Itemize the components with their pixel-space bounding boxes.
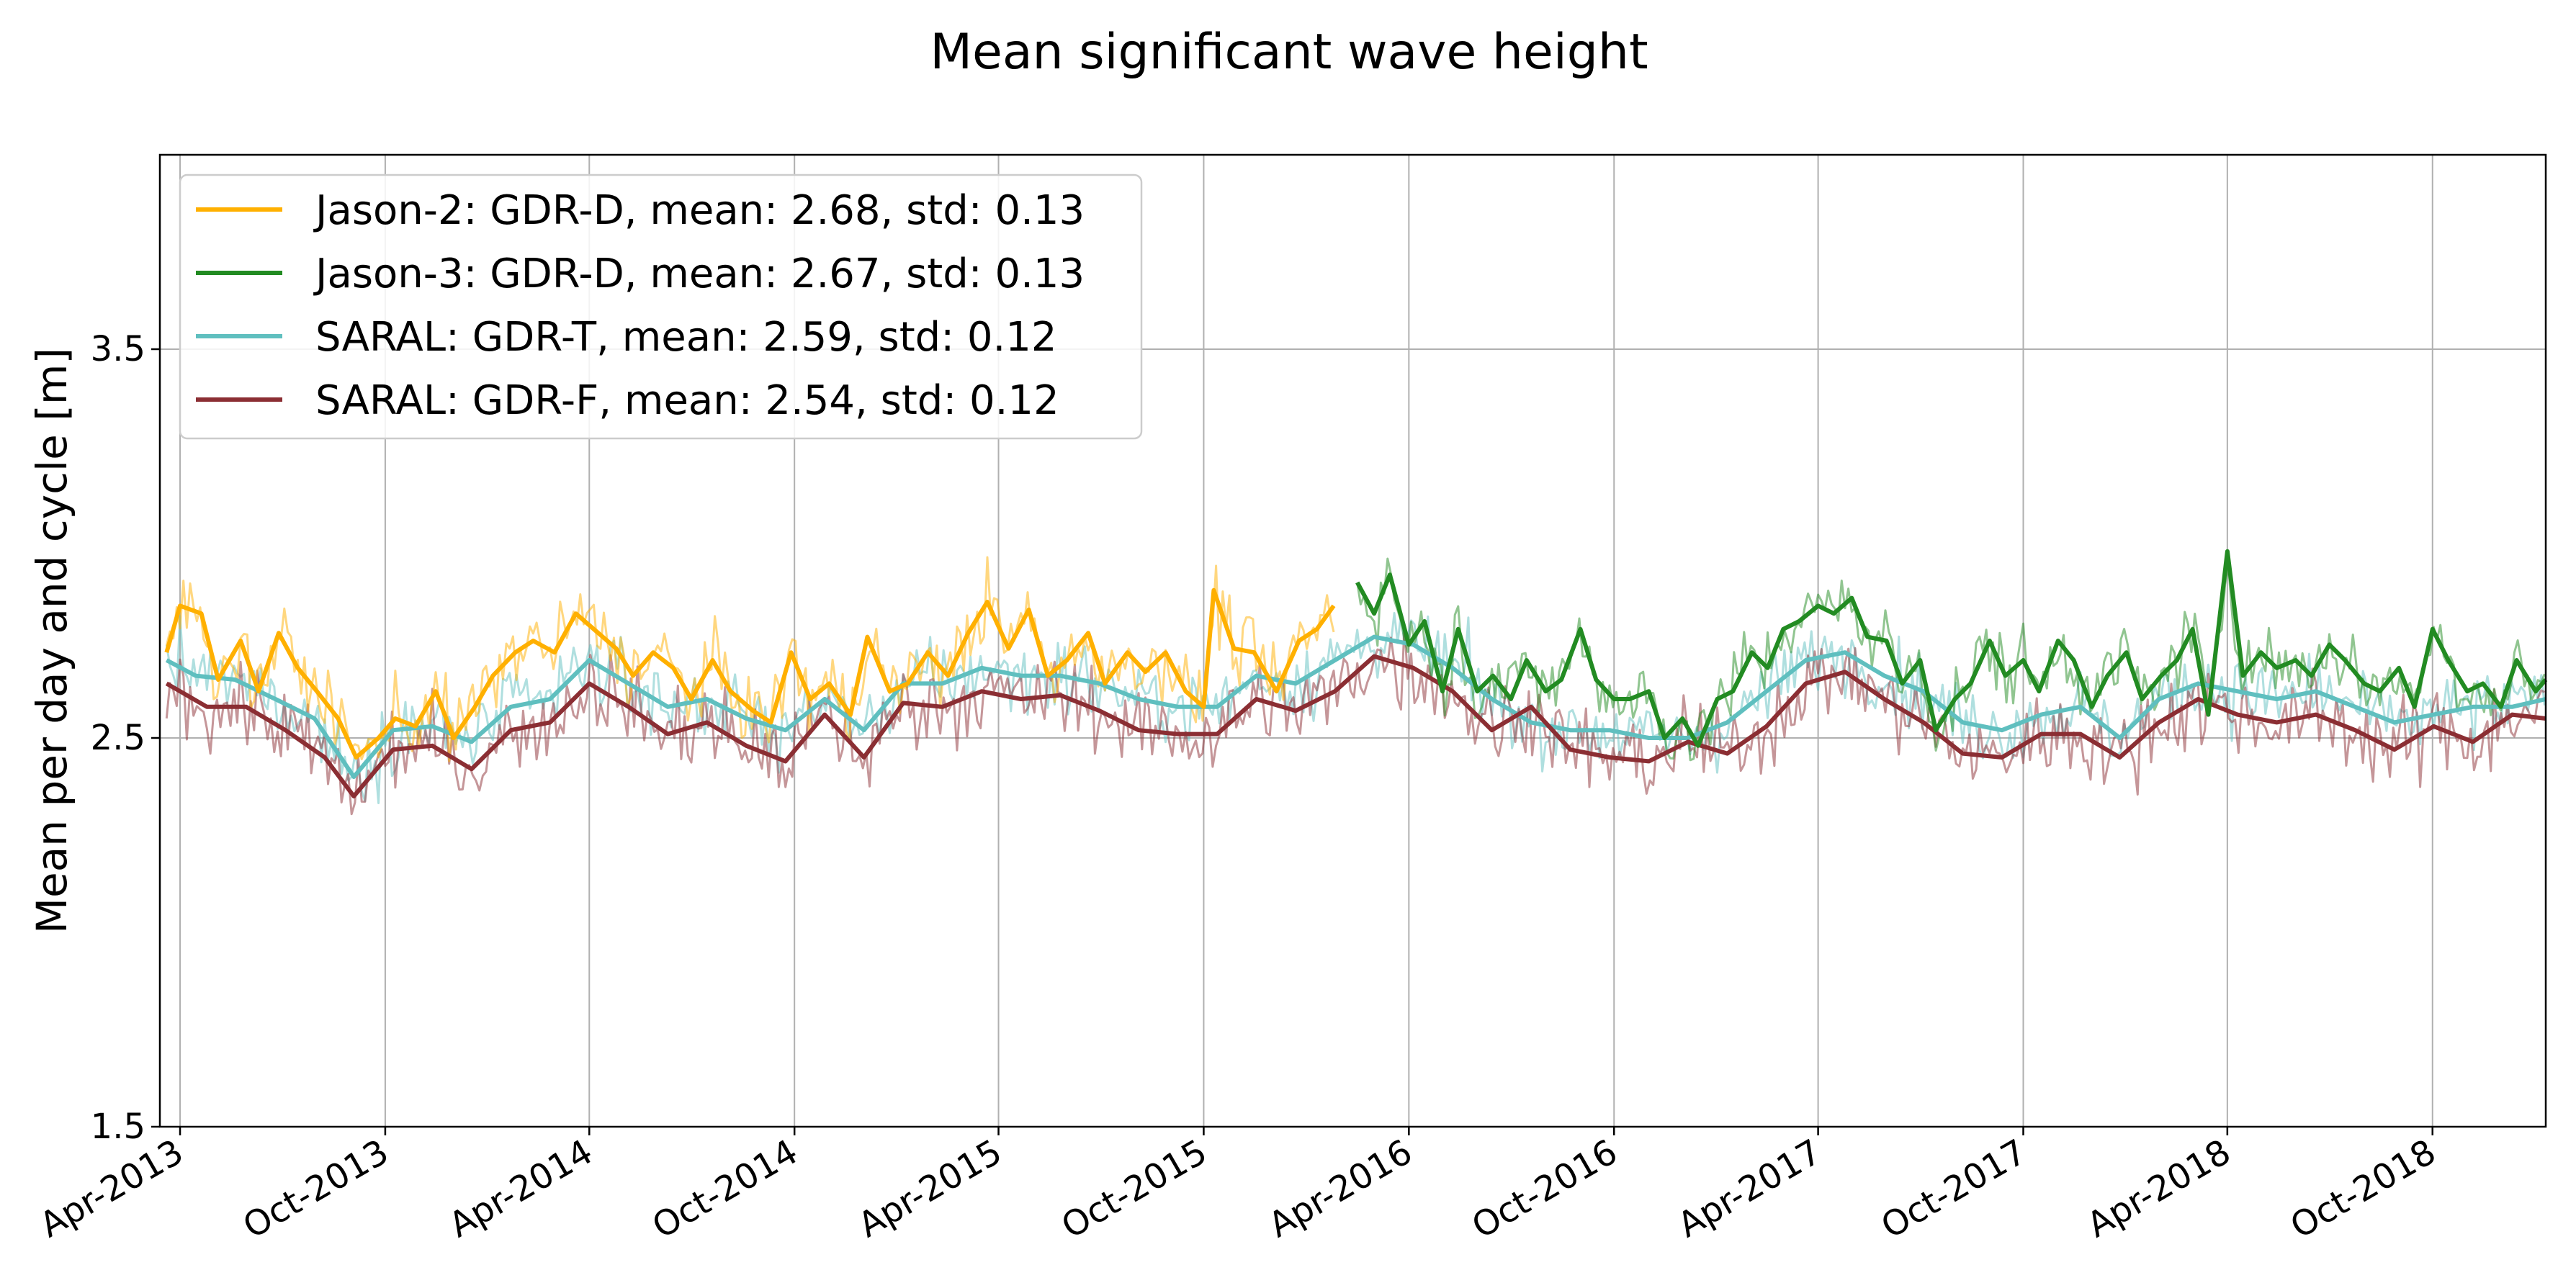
x-tick-label: Oct-2018 — [2284, 1132, 2443, 1247]
x-tick-label: Oct-2017 — [1875, 1132, 2034, 1247]
x-tick-label: Oct-2014 — [646, 1132, 805, 1247]
legend-label: SARAL: GDR-F, mean: 2.54, std: 0.12 — [315, 377, 1059, 424]
daily-line-3 — [165, 624, 2546, 816]
x-tick-label: Apr-2014 — [442, 1132, 599, 1246]
series-line-0 — [164, 587, 1336, 760]
legend-label: Jason-2: GDR-D, mean: 2.68, std: 0.13 — [313, 187, 1085, 234]
legend-box — [179, 174, 1143, 440]
x-tick-label: Apr-2016 — [1262, 1132, 1419, 1246]
series-line-1 — [1355, 549, 2548, 748]
y-tick-label: 1.5 — [91, 1107, 145, 1147]
y-tick-label: 3.5 — [91, 329, 145, 369]
x-tick-label: Apr-2013 — [33, 1132, 190, 1246]
x-tick-label: Apr-2017 — [1671, 1132, 1828, 1246]
series-layer — [164, 549, 2548, 798]
x-tick-label: Apr-2018 — [2081, 1132, 2238, 1246]
x-tick-label: Oct-2015 — [1055, 1132, 1214, 1247]
series-line-3 — [165, 654, 2546, 798]
chart-title: Mean significant wave height — [930, 24, 1648, 81]
daily-line-0 — [165, 556, 1335, 762]
x-tick-label: Oct-2016 — [1466, 1132, 1625, 1247]
x-tick-label: Apr-2015 — [851, 1132, 1008, 1246]
x-tick-label: Oct-2013 — [236, 1132, 395, 1247]
y-tick-label: 2.5 — [91, 718, 145, 758]
legend-label: SARAL: GDR-T, mean: 2.59, std: 0.12 — [315, 314, 1057, 361]
plot-frame — [158, 153, 2547, 1128]
legend-label: Jason-3: GDR-D, mean: 2.67, std: 0.13 — [313, 251, 1085, 297]
y-tick-layer: 1.5 2.5 3.5 — [91, 329, 160, 1147]
y-axis-title: Mean per day and cycle [m] — [27, 348, 76, 934]
series-line-2 — [165, 634, 2546, 779]
legend: Jason-2: GDR-D, mean: 2.68, std: 0.13 Jas… — [179, 174, 1143, 440]
x-tick-layer: Apr-2013 Oct-2013 Apr-2014 Oct-2014 Apr-2015… — [33, 1127, 2443, 1247]
